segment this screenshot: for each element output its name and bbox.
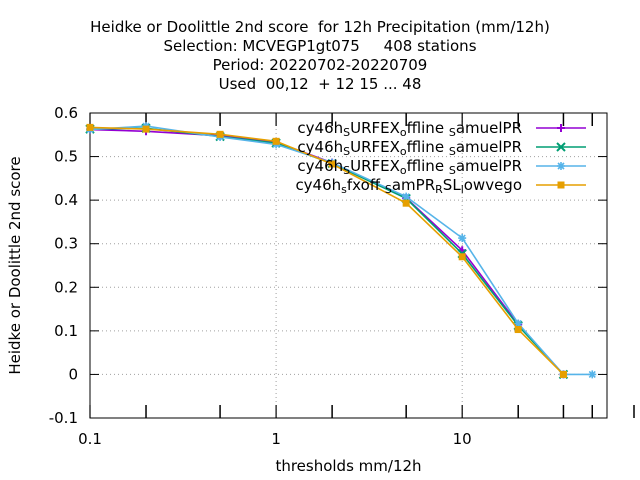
data-point — [588, 370, 597, 379]
y-tick-label: 0.3 — [54, 235, 78, 253]
y-tick-label: 0 — [68, 365, 78, 383]
y-axis-label: Heidke or Doolittle 2nd score — [6, 156, 24, 374]
legend-label: cy46hSURFEXoffline SamuelPR — [297, 157, 522, 177]
data-point — [328, 160, 336, 168]
plot-area-frame — [89, 112, 608, 419]
data-point — [402, 192, 411, 201]
legend-entry-3: cy46hSURFEXoffline SamuelPR — [297, 157, 586, 177]
data-point — [458, 253, 466, 261]
data-point — [402, 199, 410, 207]
legend-label: cy46hsfxoff SamPRRSLlowvego — [295, 176, 522, 196]
legend-entry-4: cy46hsfxoff SamPRRSLlowvego — [295, 176, 586, 196]
data-point — [514, 319, 523, 328]
y-tick-label: 0.4 — [54, 191, 78, 209]
chart-title-line-3: Period: 20220702-20220709 — [212, 56, 428, 74]
legend-label: cy46hSURFEXoffline SamuelPR — [297, 138, 522, 158]
data-point — [557, 162, 565, 170]
x-tick-label: 0.1 — [78, 430, 102, 448]
data-point — [458, 234, 467, 243]
y-tick-label: 0.2 — [54, 278, 78, 296]
legend: cy46hSURFEXoffline SamuelPRcy46hSURFEXof… — [295, 119, 586, 196]
series-4 — [86, 123, 567, 378]
data-point — [272, 137, 280, 145]
data-point — [557, 124, 565, 132]
data-point — [86, 123, 94, 131]
axis-ticks — [89, 112, 635, 419]
y-tick-label: -0.1 — [49, 409, 78, 427]
grid-lines — [90, 113, 607, 418]
data-point — [216, 130, 224, 138]
legend-entry-2: cy46hSURFEXoffline SamuelPR — [297, 138, 586, 158]
x-tick-label: 10 — [453, 430, 472, 448]
x-axis-label: thresholds mm/12h — [275, 457, 421, 475]
data-point — [142, 125, 150, 133]
data-point — [557, 181, 565, 189]
legend-label: cy46hSURFEXoffline SamuelPR — [297, 119, 522, 139]
data-point — [556, 142, 566, 152]
y-tick-label: 0.1 — [54, 322, 78, 340]
chart-title-line-1: Heidke or Doolittle 2nd score for 12h Pr… — [90, 18, 550, 36]
tick-labels: -0.1 0 0.1 0.2 0.3 0.4 0.5 0.6 0.1 1 10 — [49, 104, 472, 448]
x-tick-label: 1 — [271, 430, 281, 448]
y-tick-label: 0.5 — [54, 148, 78, 166]
data-point — [514, 326, 522, 334]
y-tick-label: 0.6 — [54, 104, 78, 122]
chart-title-line-2: Selection: MCVEGP1gt075 408 stations — [163, 37, 477, 55]
data-series — [85, 122, 597, 380]
data-point — [559, 370, 567, 378]
chart-title-line-4: Used 00,12 + 12 15 ... 48 — [218, 75, 422, 93]
legend-entry-1: cy46hSURFEXoffline SamuelPR — [297, 119, 586, 139]
